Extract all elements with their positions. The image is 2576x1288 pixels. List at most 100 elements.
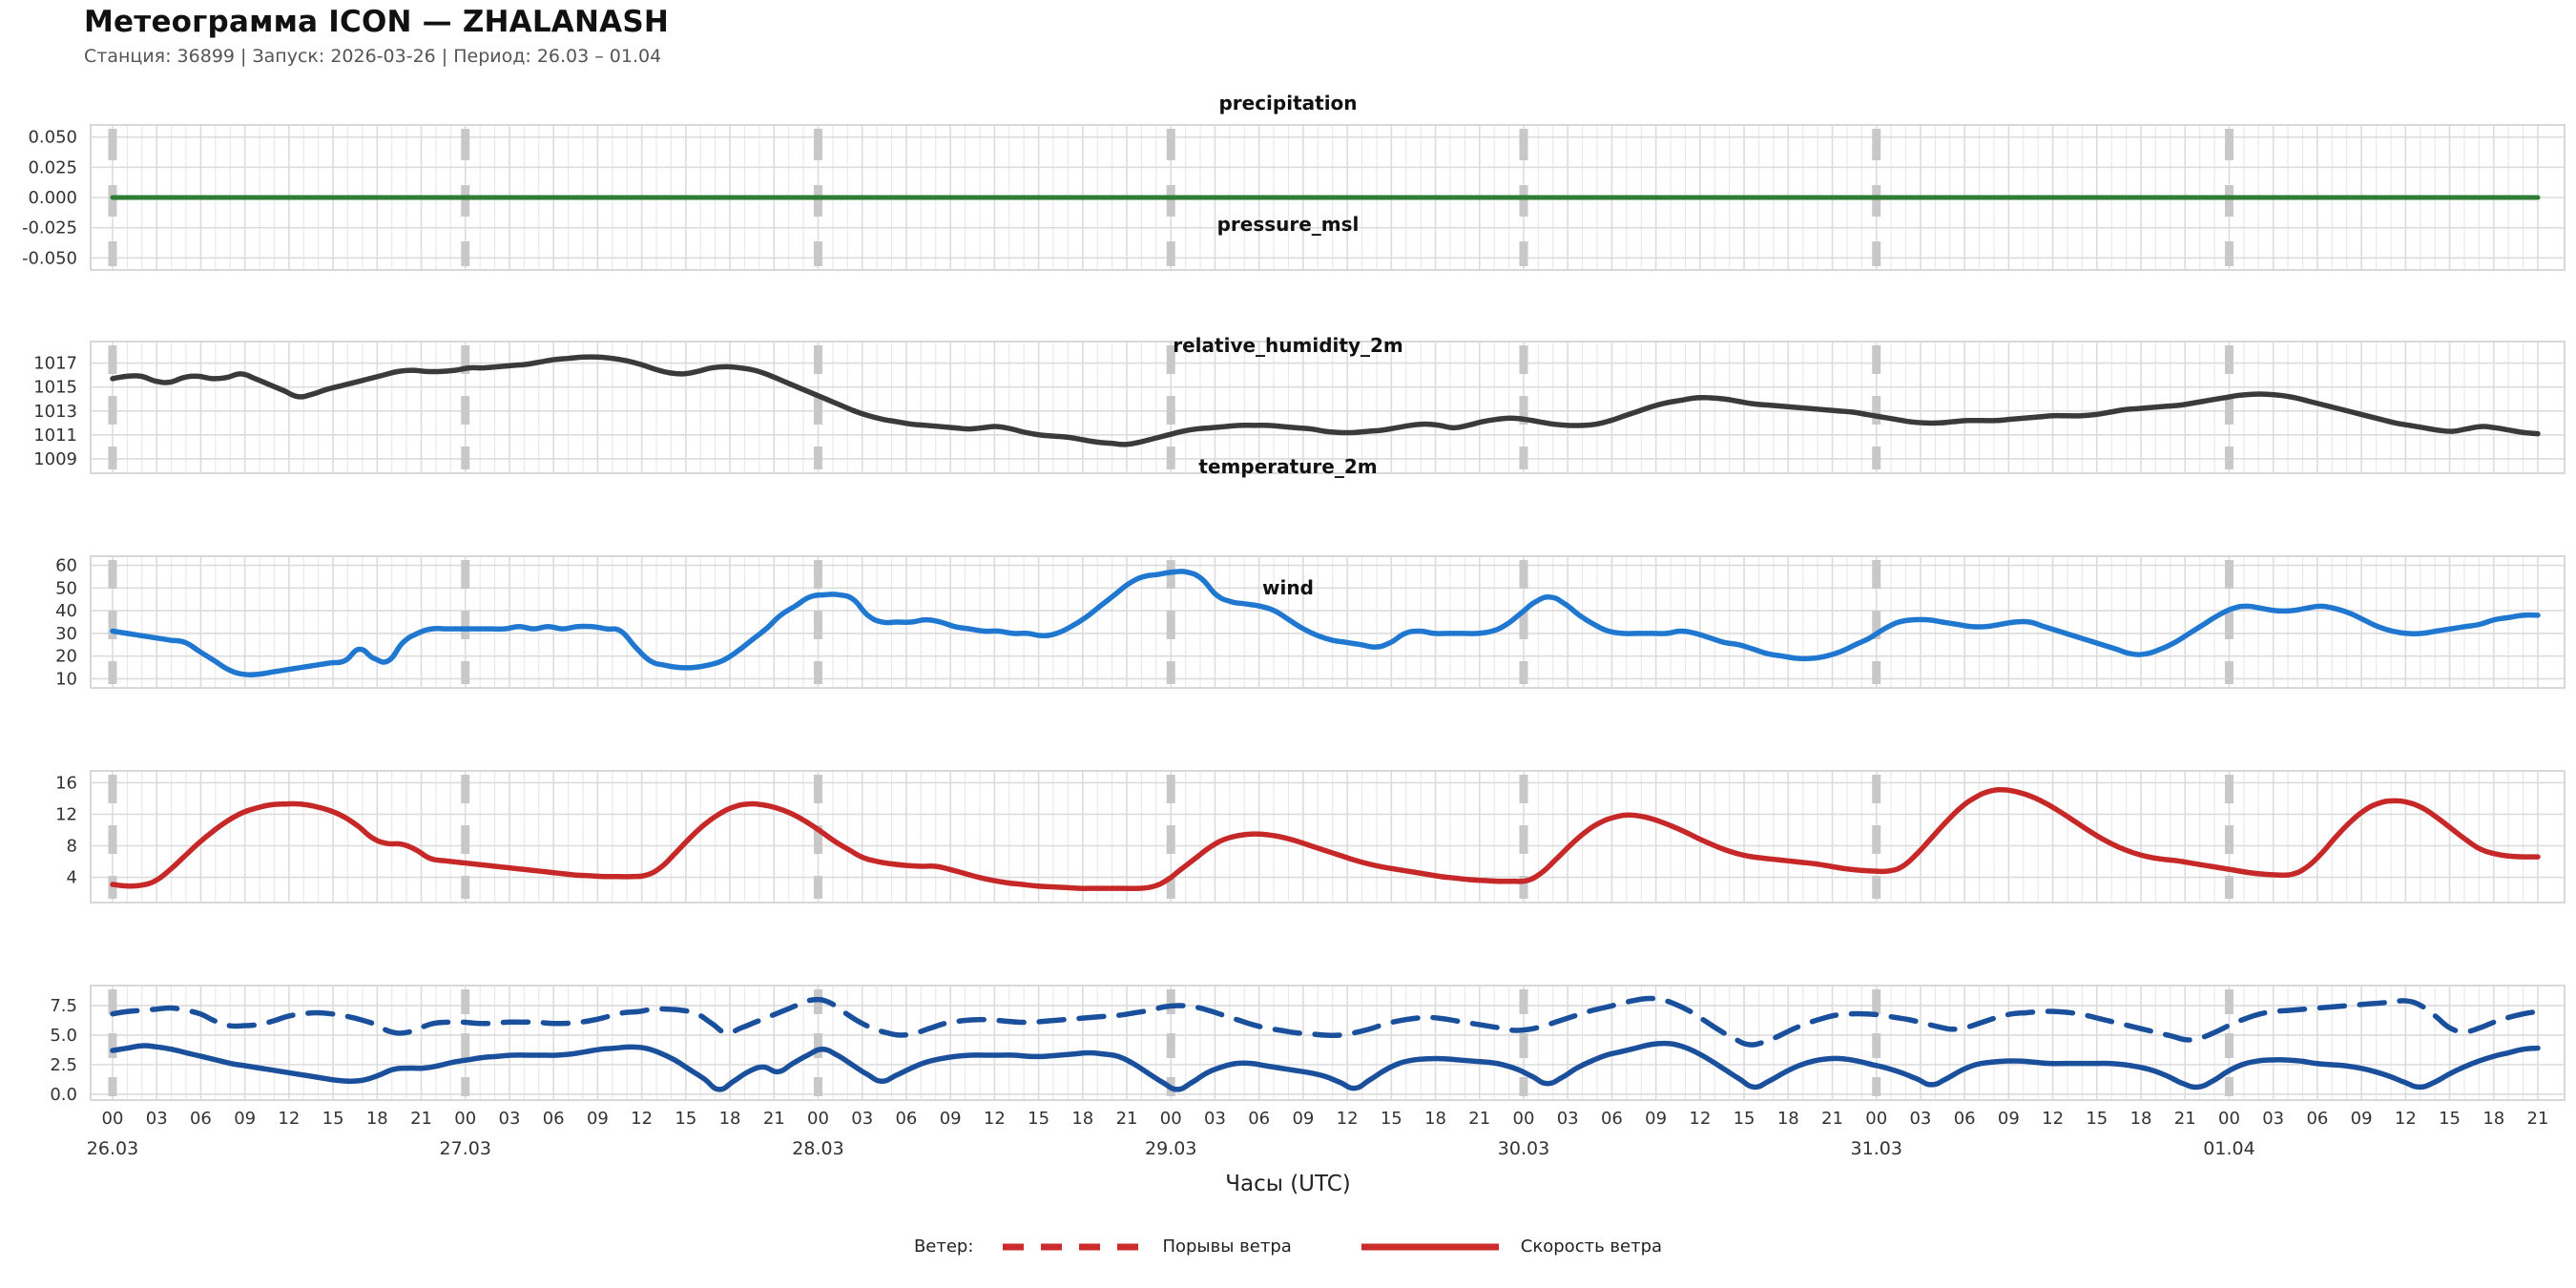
page-title: Метеограмма ICON — ZHALANASH	[84, 5, 669, 39]
y-tick-label: 40	[55, 601, 77, 621]
x-tick-hour: 18	[1071, 1109, 1093, 1129]
y-tick-label: 5.0	[50, 1026, 77, 1046]
legend-label-gusts: Порывы ветра	[1162, 1236, 1292, 1257]
x-tick-hour: 03	[1557, 1109, 1579, 1129]
panel-title-relative_humidity_2m: relative_humidity_2m	[1173, 334, 1403, 357]
x-tick-hour: 06	[543, 1109, 565, 1129]
x-tick-hour: 00	[1865, 1109, 1887, 1129]
x-tick-hour: 12	[1689, 1109, 1711, 1129]
x-tick-day: 27.03	[440, 1138, 491, 1159]
x-tick-hour: 18	[1424, 1109, 1446, 1129]
series-Порывы ветра	[110, 995, 2541, 1048]
x-tick-hour: 21	[1821, 1109, 1843, 1129]
x-tick-hour: 18	[1777, 1109, 1799, 1129]
x-tick-hour: 18	[366, 1109, 388, 1129]
x-tick-hour: 09	[1292, 1109, 1314, 1129]
x-tick-hour: 03	[851, 1109, 873, 1129]
x-tick-hour: 15	[1734, 1109, 1755, 1129]
x-tick-hour: 21	[763, 1109, 785, 1129]
page-subtitle: Станция: 36899 | Запуск: 2026-03-26 | Пе…	[84, 45, 662, 67]
x-tick-hour: 12	[2395, 1109, 2417, 1129]
x-tick-hour: 06	[190, 1109, 212, 1129]
y-tick-label: 1011	[33, 426, 77, 446]
x-tick-hour: 09	[1645, 1109, 1667, 1129]
y-tick-label: 2.5	[50, 1055, 77, 1075]
series-relative_humidity_2m	[110, 569, 2541, 678]
panel-title-pressure_msl: pressure_msl	[1216, 213, 1360, 236]
y-tick-label: 60	[55, 556, 77, 576]
y-tick-label: 30	[55, 624, 77, 644]
x-tick-day: 26.03	[87, 1138, 138, 1159]
series-Скорость ветра	[110, 1040, 2541, 1092]
y-tick-label: 50	[55, 578, 77, 598]
x-tick-hour: 18	[719, 1109, 741, 1129]
x-tick-hour: 00	[102, 1109, 124, 1129]
wind-legend: Ветер: Порывы ветра Скорость ветра	[0, 1236, 2576, 1257]
legend-label-speed: Скорость ветра	[1520, 1236, 1663, 1257]
y-tick-label: 0.050	[28, 128, 77, 148]
x-tick-hour: 06	[1601, 1109, 1623, 1129]
y-tick-label: 12	[55, 804, 77, 824]
x-axis-label: Часы (UTC)	[1225, 1172, 1351, 1196]
y-tick-label: 0.025	[28, 157, 77, 177]
header: Метеограмма ICON — ZHALANASH Станция: 36…	[84, 5, 669, 67]
x-tick-hour: 15	[1381, 1109, 1402, 1129]
x-tick-hour: 09	[234, 1109, 256, 1129]
x-tick-hour: 03	[1204, 1109, 1226, 1129]
x-tick-hour: 18	[2130, 1109, 2152, 1129]
x-tick-hour: 00	[2218, 1109, 2240, 1129]
y-tick-label: 8	[67, 837, 77, 857]
x-tick-hour: 00	[454, 1109, 476, 1129]
x-axis-svg: 00 03 06 09 12 15 18 21 00 03 06 09 12 15 18 21 00 03 06 09…	[87, 1109, 2549, 1159]
x-tick-hour: 21	[1468, 1109, 1490, 1129]
legend-entry-gusts[interactable]: Порывы ветра	[1000, 1236, 1358, 1257]
x-tick-day: 29.03	[1145, 1138, 1196, 1159]
series-temperature_2m	[110, 787, 2541, 892]
x-tick-hour: 12	[278, 1109, 300, 1129]
dashed-line-icon	[1003, 1243, 1141, 1250]
x-axis: 00 03 06 09 12 15 18 21 00 03 06 09 12 15 18 21 00 03 06 09…	[0, 1099, 2576, 1175]
x-tick-hour: 12	[631, 1109, 653, 1129]
x-tick-hour: 12	[2042, 1109, 2064, 1129]
x-tick-hour: 00	[1513, 1109, 1535, 1129]
y-tick-label: 1013	[33, 402, 77, 422]
panel-title-temperature_2m: temperature_2m	[1198, 455, 1378, 478]
y-tick-label: 10	[55, 669, 77, 689]
y-tick-label: -0.050	[22, 248, 77, 268]
x-tick-hour: 09	[587, 1109, 609, 1129]
x-tick-hour: 09	[940, 1109, 962, 1129]
x-tick-hour: 03	[2262, 1109, 2284, 1129]
x-tick-hour: 09	[1998, 1109, 2020, 1129]
y-tick-label: 0.0	[50, 1085, 77, 1105]
x-tick-hour: 12	[1337, 1109, 1359, 1129]
x-tick-hour: 21	[2527, 1109, 2549, 1129]
series-pressure_msl	[110, 354, 2541, 447]
x-tick-hour: 06	[895, 1109, 917, 1129]
x-tick-hour: 15	[675, 1109, 696, 1129]
x-tick-hour: 12	[984, 1109, 1006, 1129]
x-tick-day: 31.03	[1851, 1138, 1902, 1159]
y-tick-label: 1015	[33, 378, 77, 398]
y-tick-label: 1009	[33, 449, 77, 469]
y-tick-label: 4	[67, 868, 77, 888]
x-tick-hour: 15	[2439, 1109, 2461, 1129]
y-tick-label: 1017	[33, 354, 77, 374]
panel-title-wind: wind	[1262, 576, 1314, 599]
x-tick-hour: 15	[1028, 1109, 1049, 1129]
x-tick-hour: 09	[2351, 1109, 2373, 1129]
x-tick-day: 28.03	[792, 1138, 843, 1159]
x-tick-hour: 03	[499, 1109, 521, 1129]
y-tick-label: 16	[55, 773, 77, 793]
x-tick-hour: 21	[1116, 1109, 1138, 1129]
legend-entry-speed[interactable]: Скорость ветра	[1359, 1236, 1662, 1257]
x-tick-hour: 15	[322, 1109, 344, 1129]
x-tick-hour: 00	[1160, 1109, 1182, 1129]
x-tick-hour: 21	[410, 1109, 432, 1129]
x-tick-hour: 06	[2306, 1109, 2328, 1129]
x-tick-hour: 15	[2086, 1109, 2108, 1129]
